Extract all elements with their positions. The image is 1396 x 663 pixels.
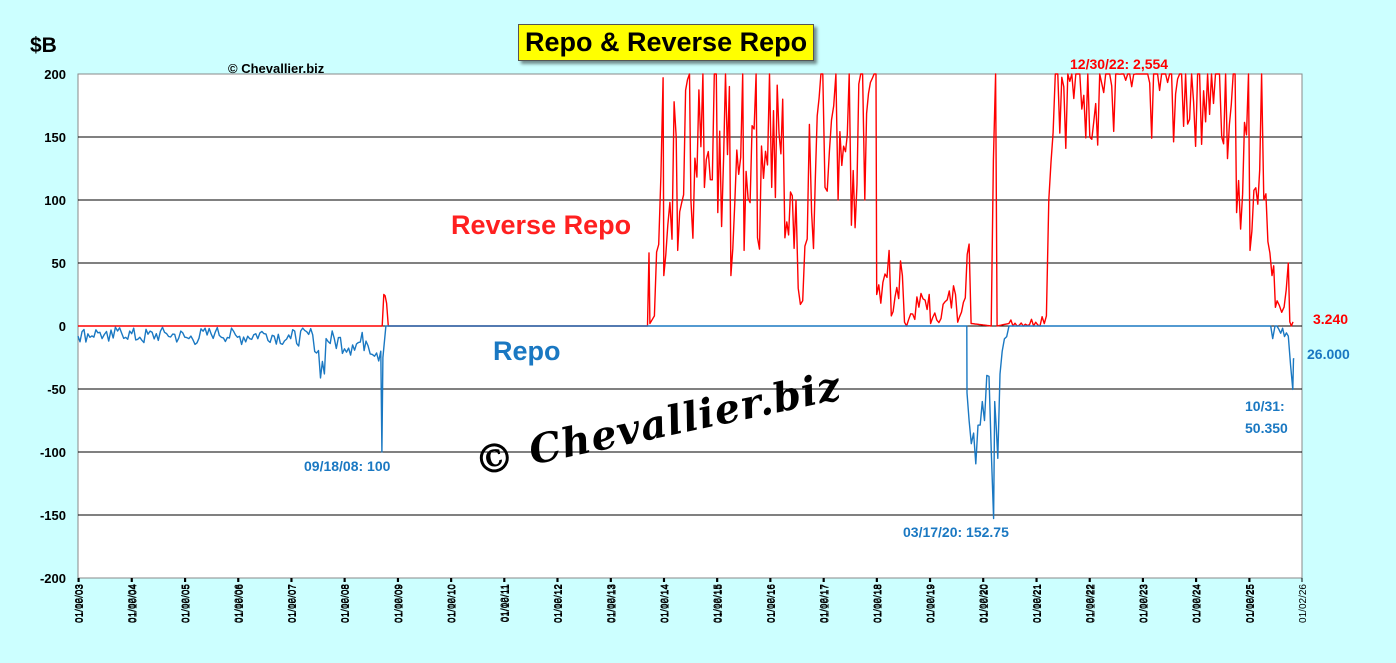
chart-title: Repo & Reverse Repo <box>518 24 815 61</box>
x-tick-label: 01/10/18 <box>873 584 884 623</box>
x-tick-label: 01/02/24 <box>1191 584 1202 623</box>
x-tick-label: 01/10/11 <box>501 584 512 623</box>
x-tick-label: 01/10/17 <box>820 584 831 623</box>
x-tick-label: 01/06/25 <box>1245 584 1256 623</box>
x-tick-label: 01/06/08 <box>341 584 352 623</box>
x-tick-label: 01/06/13 <box>607 584 618 623</box>
x-tick-label: 01/10/24 <box>1193 584 1204 623</box>
x-tick-label: 01/10/06 <box>235 584 246 623</box>
x-tick-label: 01/10/05 <box>182 584 193 623</box>
x-tick-label: 01/06/20 <box>979 584 990 623</box>
annotation-repo-2025-value: 50.350 <box>1245 420 1288 436</box>
x-tick-label: 01/10/15 <box>714 584 725 623</box>
x-tick-label: 01/02/07 <box>287 584 298 623</box>
y-tick-label: 0 <box>59 319 66 334</box>
x-tick-label: 01/06/18 <box>873 584 884 623</box>
series-layer <box>77 73 1295 520</box>
y-tick-label: 150 <box>44 130 66 145</box>
y-tick-label: -50 <box>47 382 66 397</box>
x-tick-label: 01/06/04 <box>128 584 139 623</box>
x-tick-label: 01/06/23 <box>1139 584 1150 623</box>
x-tick-label: 01/06/05 <box>181 584 192 623</box>
y-axis-unit-label: $B <box>30 34 57 57</box>
reverse-repo-series-label: Reverse Repo <box>451 210 632 240</box>
x-tick-label: 01/10/10 <box>448 584 459 623</box>
x-tick-label: 01/10/09 <box>395 584 406 623</box>
x-tick-label: 01/02/08 <box>340 584 351 623</box>
x-tick-label: 01/10/23 <box>1139 584 1150 623</box>
x-tick-label: 01/02/11 <box>500 584 511 623</box>
y-tick-label: -100 <box>40 445 66 460</box>
x-tick-label: 01/02/18 <box>872 584 883 623</box>
x-tick-label: 01/02/19 <box>925 584 936 623</box>
x-tick-label: 01/02/03 <box>74 584 85 623</box>
x-tick-label: 01/10/03 <box>75 584 86 623</box>
y-tick-label: -200 <box>40 571 66 586</box>
y-tick-label: 100 <box>44 193 66 208</box>
x-tick-label: 01/06/03 <box>75 584 86 623</box>
x-tick-label: 01/06/11 <box>500 584 511 623</box>
x-tick-label: 01/06/17 <box>820 584 831 623</box>
x-tick-label: 01/02/10 <box>447 584 458 623</box>
x-tick-label: 01/06/22 <box>1086 584 1097 623</box>
x-tick-label: 01/10/20 <box>980 584 991 623</box>
x-tick-label: 01/02/15 <box>713 584 724 623</box>
x-tick-label: 01/06/15 <box>713 584 724 623</box>
x-tick-label: 01/02/14 <box>659 584 670 623</box>
y-tick-label: 50 <box>52 256 66 271</box>
x-tick-label: 01/06/19 <box>926 584 937 623</box>
x-tick-label: 01/02/06 <box>234 584 245 623</box>
x-tick-label: 01/06/14 <box>660 584 671 623</box>
x-tick-label: 01/06/21 <box>1033 584 1044 623</box>
y-axis-ticks: 200 150 100 50 0 -50 -100 -150 -200 <box>40 67 66 586</box>
x-tick-label: 01/10/13 <box>607 584 618 623</box>
x-tick-label: 01/10/19 <box>927 584 938 623</box>
x-tick-label: 01/02/13 <box>606 584 617 623</box>
x-tick-label: 01/02/04 <box>127 584 138 623</box>
y-tick-label: 200 <box>44 67 66 82</box>
annotation-repo-2008: 09/18/08: 100 <box>304 458 391 474</box>
x-tick-label: 01/10/12 <box>554 584 565 623</box>
x-tick-label: 01/10/22 <box>1086 584 1097 623</box>
x-tick-label: 01/02/25 <box>1245 584 1256 623</box>
x-tick-label: 01/10/21 <box>1033 584 1044 623</box>
annotation-repo-2025-date: 10/31: <box>1245 398 1285 414</box>
x-tick-label: 01/02/21 <box>1032 584 1043 623</box>
x-tick-label: 01/02/05 <box>181 584 192 623</box>
x-tick-label: 01/10/14 <box>661 584 672 623</box>
x-tick-label: 01/06/16 <box>766 584 777 623</box>
x-tick-label: 01/06/07 <box>287 584 298 623</box>
x-tick-label: 01/10/16 <box>767 584 778 623</box>
y-tick-label: -150 <box>40 508 66 523</box>
x-tick-label: 01/06/06 <box>234 584 245 623</box>
x-tick-label: 01/02/17 <box>819 584 830 623</box>
annotation-repo-2020: 03/17/20: 152.75 <box>903 524 1009 540</box>
annotation-last-reverse-repo: 3.240 <box>1313 311 1349 327</box>
x-tick-label: 01/06/10 <box>447 584 458 623</box>
repo-series-label: Repo <box>493 336 561 366</box>
x-tick-label: 01/02/26 <box>1298 584 1309 623</box>
x-tick-label: 01/10/04 <box>128 584 139 623</box>
reverse-repo-series-line <box>78 73 1294 327</box>
repo-series-line <box>77 325 1295 520</box>
x-tick-label: 01/10/07 <box>288 584 299 623</box>
x-tick-label: 01/02/22 <box>1085 584 1096 623</box>
annotation-peak-reverse-repo: 12/30/22: 2,554 <box>1070 56 1169 72</box>
x-tick-label: 01/02/16 <box>766 584 777 623</box>
x-tick-label: 01/06/09 <box>394 584 405 623</box>
x-tick-label: 01/10/08 <box>341 584 352 623</box>
x-tick-label: 01/02/23 <box>1138 584 1149 623</box>
x-tick-label: 01/10/25 <box>1246 584 1257 623</box>
x-tick-label: 01/06/24 <box>1192 584 1203 623</box>
x-tick-label: 01/02/09 <box>393 584 404 623</box>
x-tick-label: 01/02/20 <box>979 584 990 623</box>
x-tick-label: 01/02/12 <box>553 584 564 623</box>
annotation-last-repo: 26.000 <box>1307 346 1350 362</box>
copyright-notice: © Chevallier.biz <box>228 61 325 76</box>
x-tick-label: 01/06/12 <box>553 584 564 623</box>
